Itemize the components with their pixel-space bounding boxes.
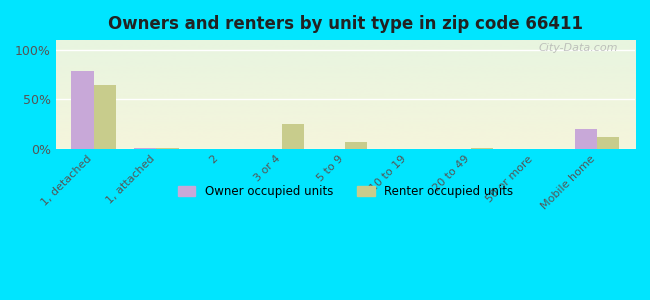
Legend: Owner occupied units, Renter occupied units: Owner occupied units, Renter occupied un…	[173, 180, 518, 203]
Bar	[72, 71, 94, 149]
Bar	[157, 148, 179, 149]
Bar	[575, 129, 597, 149]
Text: City-Data.com: City-Data.com	[538, 44, 617, 53]
Bar	[94, 85, 116, 149]
Bar	[282, 124, 304, 149]
Title: Owners and renters by unit type in zip code 66411: Owners and renters by unit type in zip c…	[108, 15, 583, 33]
Bar	[135, 148, 157, 149]
Bar	[597, 137, 619, 149]
Bar	[471, 148, 493, 149]
Bar	[345, 142, 367, 149]
